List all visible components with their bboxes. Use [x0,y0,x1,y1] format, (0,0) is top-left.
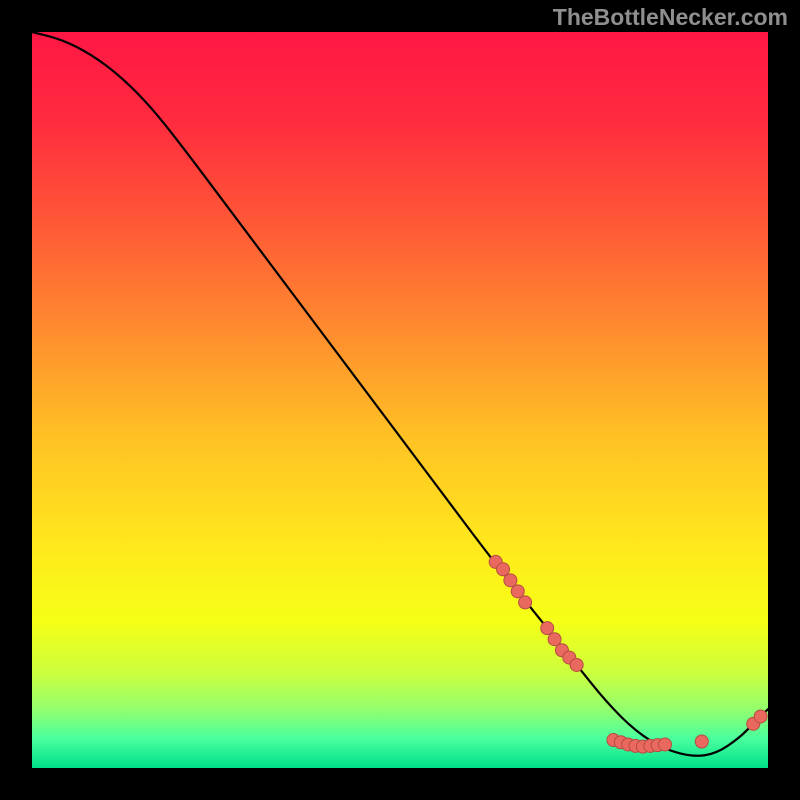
bottleneck-chart [0,0,800,800]
data-marker [754,710,767,723]
data-marker [497,563,510,576]
data-marker [541,622,554,635]
data-marker [519,596,532,609]
data-marker [548,633,561,646]
data-marker [511,585,524,598]
data-marker [695,735,708,748]
data-marker [658,738,671,751]
plot-background [32,32,768,768]
data-marker [504,574,517,587]
data-marker [570,658,583,671]
